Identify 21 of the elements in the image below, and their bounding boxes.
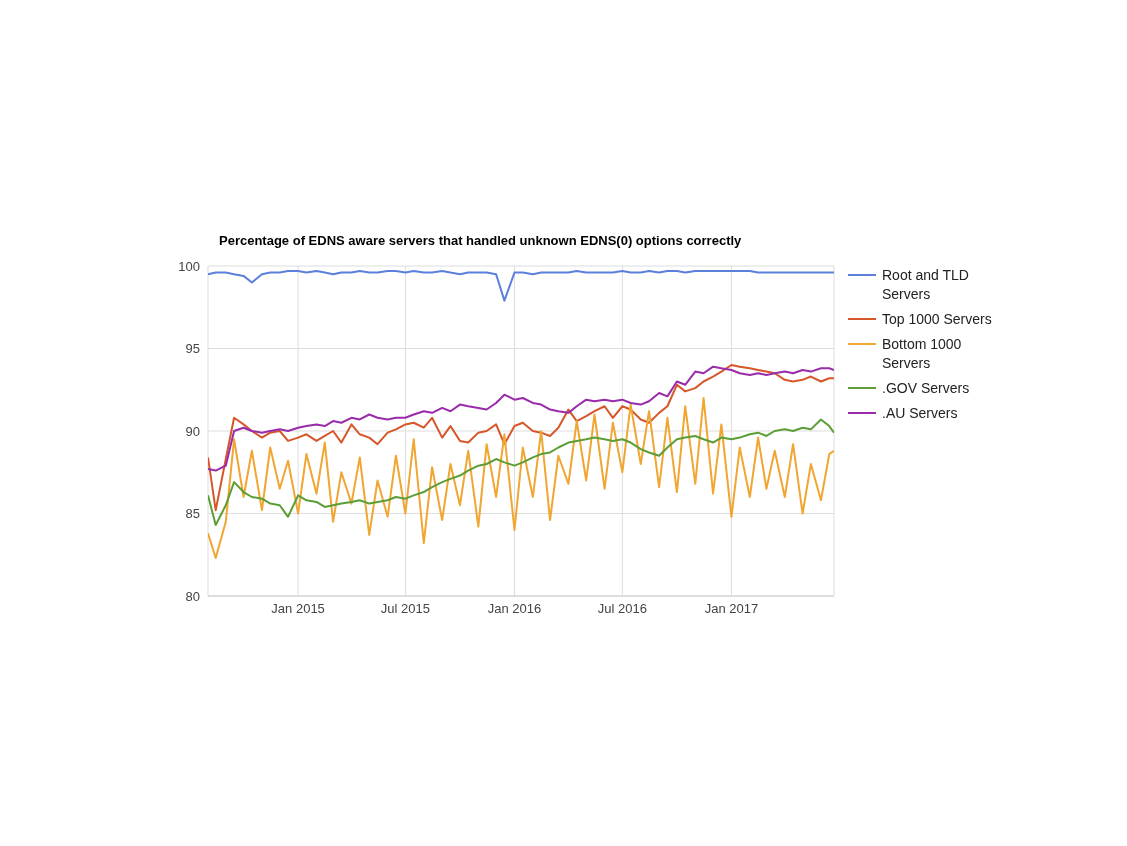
line-series [208,365,834,472]
legend-label: Root and TLD Servers [882,266,970,304]
chart-title: Percentage of EDNS aware servers that handled unknown EDNS(0) options correctly [219,233,743,248]
y-tick-label: 95 [185,341,200,357]
line-series [208,269,834,302]
x-tick-label: Jan 2016 [487,601,542,617]
x-tick-label: Jul 2015 [380,601,430,617]
y-tick-label: 90 [185,423,200,439]
legend-label: .GOV Servers [882,379,970,398]
y-tick-label: 85 [185,506,200,522]
y-tick-label: 80 [185,588,200,604]
legend-label: Bottom 1000 Servers [882,335,963,373]
y-tick-label: 100 [178,258,200,274]
line-series [208,397,834,560]
x-tick-label: Jul 2016 [597,601,647,617]
x-tick-label: Jan 2015 [271,601,325,617]
legend-label: .AU Servers [882,404,958,423]
legend-label: Top 1000 Servers [882,310,992,329]
line-series [208,364,834,512]
x-tick-label: Jan 2017 [704,601,759,617]
line-series [208,418,834,527]
